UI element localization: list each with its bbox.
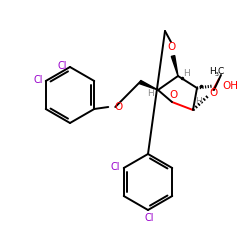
Polygon shape — [139, 80, 158, 90]
Text: Cl: Cl — [57, 61, 67, 71]
Text: H: H — [210, 68, 216, 76]
Text: Cl: Cl — [33, 75, 42, 85]
Text: Cl: Cl — [144, 213, 154, 223]
Text: H: H — [194, 98, 202, 106]
Text: OH: OH — [222, 81, 238, 91]
Text: Cl: Cl — [110, 162, 120, 172]
Polygon shape — [171, 56, 178, 76]
Text: 3: 3 — [215, 72, 219, 76]
Text: O: O — [114, 102, 122, 112]
Text: C: C — [218, 68, 224, 76]
Text: H: H — [146, 88, 154, 98]
Text: H: H — [182, 68, 190, 78]
Text: O: O — [209, 88, 217, 98]
Text: O: O — [167, 42, 175, 52]
Text: O: O — [170, 90, 178, 100]
